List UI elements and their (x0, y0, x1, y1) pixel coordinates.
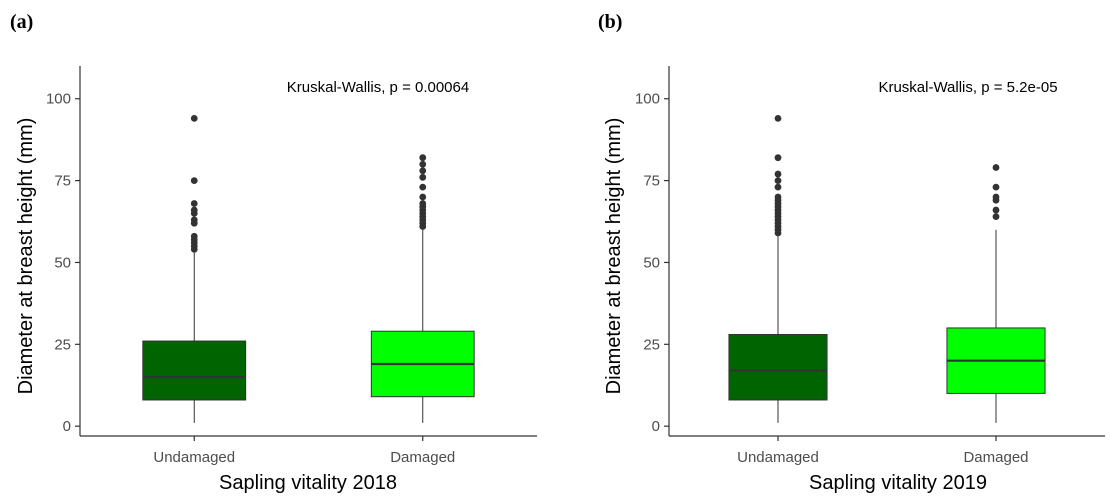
panel-a-damaged-boxplot (370, 154, 475, 423)
panel-a-damaged-outlier-point (419, 154, 427, 162)
panel-b-y-tick-label: 50 (643, 254, 660, 271)
panel-b-undamaged-outlier-point (774, 154, 782, 162)
panel-b-undamaged-box (728, 333, 828, 401)
panel-a-x-tick-label: Damaged (390, 449, 455, 466)
panel-b-x-tick-label: Undamaged (737, 449, 819, 466)
panel-a-y-tick-label: 25 (54, 336, 71, 353)
panel-b-x-axis-title: Sapling vitality 2019 (809, 472, 987, 494)
panel-b-damaged-outlier-point (992, 193, 1000, 201)
panel-b-undamaged-outlier-point (774, 114, 782, 122)
panel-b-y-tick-label: 25 (643, 336, 660, 353)
panel-a-y-tick-label: 50 (54, 254, 71, 271)
panel-b-undamaged-outlier-point (774, 170, 782, 178)
panel-a-undamaged-outlier-point (190, 216, 198, 224)
panel-a-undamaged-boxplot (142, 114, 247, 423)
panel-b-damaged-boxplot (946, 164, 1046, 423)
panel-b-damaged-outlier-point (992, 213, 1000, 221)
panel-b-axes: 0 25 50 75 100 Undamaged Damaged (635, 66, 1105, 466)
panel-a-undamaged-outlier-point (190, 232, 198, 240)
panel-a-damaged-outlier-point (419, 167, 427, 175)
panel-a-undamaged-box (142, 340, 247, 401)
panel-b-undamaged-outlier-point (774, 193, 782, 201)
panel-a-damaged-outlier-point (419, 173, 427, 181)
panel-b-undamaged-boxplot (728, 114, 828, 423)
panel-b-plot-area (728, 114, 1046, 423)
panel-b: (b) Kruskal-Wallis, p = 5.2e-05 Diameter… (598, 11, 1105, 494)
panel-a-plot-area (142, 114, 475, 423)
panel-b-damaged-outlier-point (992, 183, 1000, 191)
panel-b-y-tick-label: 75 (643, 173, 660, 190)
panel-b-x-tick-label: Damaged (963, 449, 1028, 466)
panel-b-annotation: Kruskal-Wallis, p = 5.2e-05 (878, 79, 1057, 96)
panel-a-damaged-outlier-point (419, 193, 427, 201)
panel-b-undamaged-outlier-point (774, 177, 782, 185)
panel-a-damaged-outlier-point (419, 200, 427, 207)
panel-a-axes: 0 25 50 75 100 Undamaged Damaged (46, 66, 537, 466)
panel-a-undamaged-outlier-point (190, 114, 198, 122)
panel-a-y-axis-title: Diameter at breast height (mm) (15, 118, 37, 395)
panel-b-label: (b) (598, 11, 622, 33)
panel-b-undamaged-outlier-point (774, 183, 782, 191)
panel-a-x-tick-label: Undamaged (153, 449, 235, 466)
panel-a-undamaged-outlier-point (190, 177, 198, 185)
panel-a-undamaged-outlier-point (190, 200, 198, 207)
panel-b-y-tick-label: 0 (652, 418, 660, 435)
panel-a-y-tick-label: 75 (54, 173, 71, 190)
panel-a-damaged-outlier-point (419, 183, 427, 191)
panel-b-y-tick-label: 100 (635, 91, 660, 108)
panel-a-y-tick-label: 0 (63, 418, 71, 435)
panel-a-damaged-outlier-point (419, 160, 427, 168)
panel-a-annotation: Kruskal-Wallis, p = 0.00064 (287, 79, 469, 96)
panel-a-x-axis-title: Sapling vitality 2018 (219, 472, 397, 494)
panel-a: (a) Kruskal-Wallis, p = 0.00064 Diameter… (10, 11, 537, 494)
panel-b-damaged-outlier-point (992, 206, 1000, 214)
panel-b-y-axis-title: Diameter at breast height (mm) (603, 118, 625, 395)
panel-a-y-tick-label: 100 (46, 91, 71, 108)
panel-a-label: (a) (10, 11, 33, 33)
panel-b-damaged-outlier-point (992, 164, 1000, 171)
panel-a-undamaged-outlier-point (190, 206, 198, 214)
